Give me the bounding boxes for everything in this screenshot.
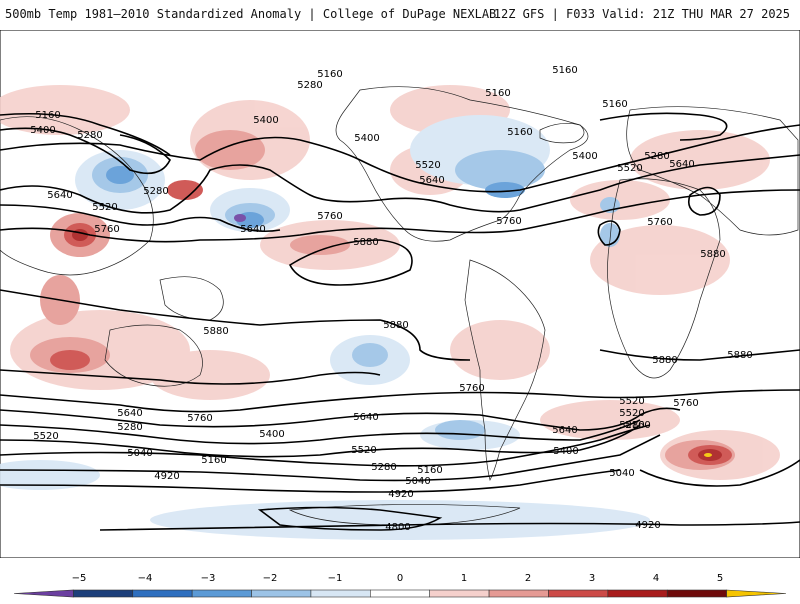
contour-label: 5880 — [700, 249, 725, 260]
contour-label: 5880 — [203, 326, 228, 337]
colorbar-swatch — [73, 589, 134, 598]
contour-label: 5760 — [94, 224, 119, 235]
contour-label: 5280 — [117, 422, 142, 433]
contour-label: 5400 — [553, 446, 578, 457]
contour-label: 5400 — [30, 125, 55, 136]
colorbar-swatch — [488, 589, 549, 598]
model-run-info: 12Z GFS | F033 Valid: 21Z THU MAR 27 202… — [493, 7, 790, 21]
contour-label: 5040 — [127, 448, 152, 459]
contour-label: 5640 — [419, 175, 444, 186]
contour-label: 5400 — [259, 429, 284, 440]
contour-label: 5280 — [143, 186, 168, 197]
contour-label: 5160 — [625, 420, 650, 431]
colorbar-swatch — [429, 589, 490, 598]
contour-label: 5520 — [619, 408, 644, 419]
anomaly-colorbar: −5 −4 −3 −2 −1 0 1 2 3 4 5 — [0, 566, 800, 600]
contour-label: 5280 — [644, 151, 669, 162]
height-contours — [0, 112, 800, 531]
contour-label: 5280 — [371, 462, 396, 473]
colorbar-tick-labels: −5 −4 −3 −2 −1 0 1 2 3 4 5 — [72, 573, 724, 584]
contour-label: 5640 — [353, 412, 378, 423]
contour-label: 5880 — [727, 350, 752, 361]
contour-label: 5280 — [619, 420, 644, 431]
colorbar-tick: 4 — [653, 573, 659, 584]
contour-label: 5640 — [117, 408, 142, 419]
colorbar-swatch — [132, 589, 193, 598]
colorbar-tick: −1 — [328, 573, 343, 584]
map-title: 500mb Temp 1981–2010 Standardized Anomal… — [5, 7, 497, 21]
contour-label: 5880 — [383, 320, 408, 331]
contour-label: 5040 — [405, 476, 430, 487]
contour-label: 5520 — [415, 160, 440, 171]
contour-label: 5760 — [647, 217, 672, 228]
contour-label: 5760 — [187, 413, 212, 424]
colorbar-swatch — [13, 589, 74, 598]
contour-label: 5280 — [297, 80, 322, 91]
colorbar-swatch — [370, 589, 430, 598]
contour-label: 5160 — [35, 110, 60, 121]
colorbar-tick: 2 — [525, 573, 531, 584]
contour-label: 5400 — [354, 133, 379, 144]
contour-label: 5880 — [652, 355, 677, 366]
contour-label: 4920 — [154, 471, 179, 482]
map-header: 500mb Temp 1981–2010 Standardized Anomal… — [0, 0, 800, 30]
colorbar-swatch — [548, 589, 609, 598]
colorbar-swatch — [726, 589, 787, 598]
colorbar-tick: −3 — [201, 573, 216, 584]
contour-label: 5520 — [92, 202, 117, 213]
contour-label: 5160 — [485, 88, 510, 99]
contour-label: 5640 — [552, 425, 577, 436]
contour-label: 5160 — [201, 455, 226, 466]
contour-label: 5160 — [507, 127, 532, 138]
contour-label: 5520 — [617, 163, 642, 174]
contour-label: 5640 — [240, 224, 265, 235]
contour-label: 5640 — [669, 159, 694, 170]
colorbar-tick: −5 — [72, 573, 87, 584]
contour-label: 4920 — [635, 520, 660, 531]
colorbar-swatches — [13, 589, 787, 598]
contour-label: 5160 — [317, 69, 342, 80]
contour-label: 4800 — [385, 522, 410, 533]
colorbar-tick: 3 — [589, 573, 595, 584]
contour-label: 5280 — [77, 130, 102, 141]
colorbar-swatch — [191, 589, 252, 598]
contour-label: 5160 — [552, 65, 577, 76]
colorbar-tick: −4 — [138, 573, 153, 584]
contour-label: 5760 — [459, 383, 484, 394]
colorbar-tick: −2 — [263, 573, 278, 584]
anomaly-map: 5160 5160 5280 5160 5400 5160 5280 5160 … — [0, 29, 800, 559]
contour-label: 5640 — [47, 190, 72, 201]
anomaly-shading — [0, 85, 780, 540]
contour-label: 5520 — [351, 445, 376, 456]
contour-label: 5160 — [602, 99, 627, 110]
contour-label: 5760 — [317, 211, 342, 222]
colorbar-swatch — [310, 589, 371, 598]
contour-label: 5040 — [609, 468, 634, 479]
colorbar-swatch — [251, 589, 312, 598]
contour-labels: 5160 5160 5280 5160 5400 5160 5280 5160 … — [30, 65, 752, 533]
colorbar-swatch — [666, 589, 727, 598]
colorbar-swatch — [607, 589, 668, 598]
contour-label: 5400 — [253, 115, 278, 126]
contour-label: 5760 — [496, 216, 521, 227]
contour-label: 5880 — [353, 237, 378, 248]
contour-label: 5400 — [572, 151, 597, 162]
contour-label: 4920 — [388, 489, 413, 500]
contour-label: 5520 — [33, 431, 58, 442]
colorbar-tick: 1 — [461, 573, 467, 584]
contour-label: 5160 — [417, 465, 442, 476]
contour-label: 5760 — [673, 398, 698, 409]
contour-label: 5520 — [619, 396, 644, 407]
colorbar-tick: 0 — [397, 573, 403, 584]
colorbar-tick: 5 — [717, 573, 723, 584]
